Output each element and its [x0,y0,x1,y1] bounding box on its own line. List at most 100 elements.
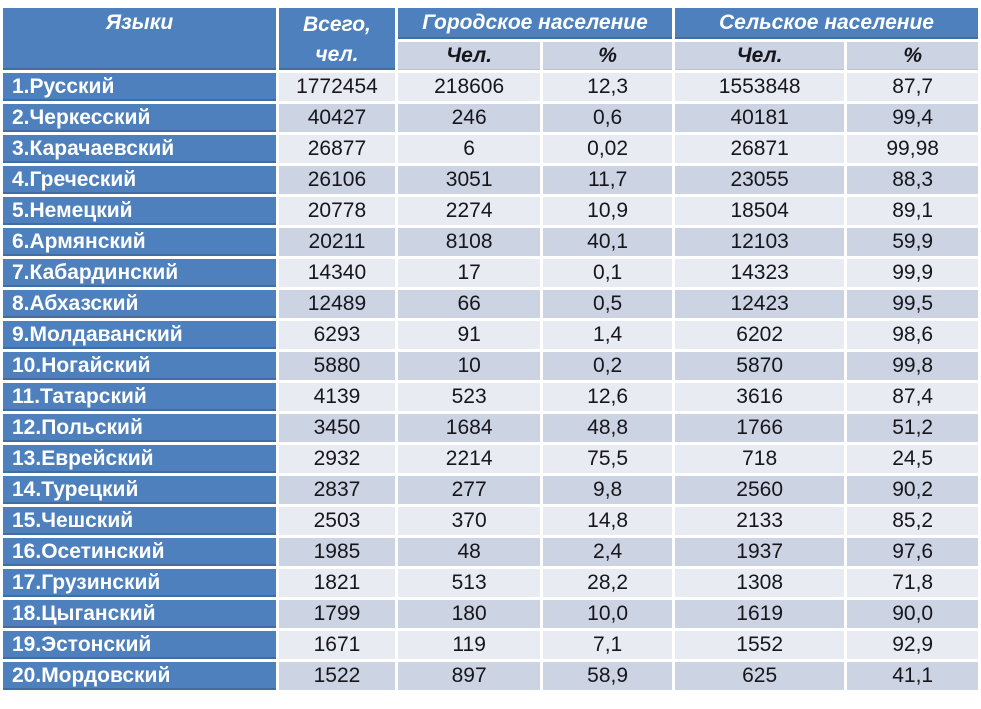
table-row: 18.Цыганский 1799 180 10,0 1619 90,0 [3,600,978,628]
rural-count-cell: 3616 [674,383,845,411]
rural-count-cell: 12103 [674,228,845,256]
urban-count-cell: 6 [398,135,541,163]
header-urban-people: Чел. [398,41,541,70]
total-cell: 1799 [278,600,396,628]
table-row: 17.Грузинский 1821 513 28,2 1308 71,8 [3,569,978,597]
urban-percent-cell: 12,6 [543,383,672,411]
header-row-sub: Чел. % Чел. % [3,41,978,70]
rural-count-cell: 14323 [674,259,845,287]
urban-percent-cell: 14,8 [543,507,672,535]
language-cell: 8.Абхазский [3,290,276,318]
urban-percent-cell: 58,9 [543,662,672,690]
table-row: 19.Эстонский 1671 119 7,1 1552 92,9 [3,631,978,659]
urban-percent-cell: 2,4 [543,538,672,566]
urban-percent-cell: 0,1 [543,259,672,287]
urban-count-cell: 370 [398,507,541,535]
rural-percent-cell: 99,5 [847,290,978,318]
urban-count-cell: 10 [398,352,541,380]
total-cell: 26106 [278,166,396,194]
rural-percent-cell: 97,6 [847,538,978,566]
table-row: 12.Польский 3450 1684 48,8 1766 51,2 [3,414,978,442]
urban-percent-cell: 9,8 [543,476,672,504]
rural-count-cell: 1766 [674,414,845,442]
total-cell: 2837 [278,476,396,504]
rural-percent-cell: 90,0 [847,600,978,628]
language-cell: 3.Карачаевский [3,135,276,163]
table-row: 1.Русский 1772454 218606 12,3 1553848 87… [3,73,978,101]
language-cell: 9.Молдаванский [3,321,276,349]
total-cell: 20211 [278,228,396,256]
rural-percent-cell: 92,9 [847,631,978,659]
urban-count-cell: 8108 [398,228,541,256]
table-row: 6.Армянский 20211 8108 40,1 12103 59,9 [3,228,978,256]
urban-percent-cell: 0,02 [543,135,672,163]
urban-count-cell: 2214 [398,445,541,473]
rural-count-cell: 6202 [674,321,845,349]
table-row: 14.Турецкий 2837 277 9,8 2560 90,2 [3,476,978,504]
rural-count-cell: 1619 [674,600,845,628]
urban-percent-cell: 48,8 [543,414,672,442]
urban-count-cell: 66 [398,290,541,318]
urban-percent-cell: 7,1 [543,631,672,659]
language-cell: 6.Армянский [3,228,276,256]
language-cell: 10.Ногайский [3,352,276,380]
language-cell: 1.Русский [3,73,276,101]
urban-count-cell: 277 [398,476,541,504]
language-cell: 5.Немецкий [3,197,276,225]
table-row: 15.Чешский 2503 370 14,8 2133 85,2 [3,507,978,535]
header-total: Всего, чел. [278,8,396,70]
urban-count-cell: 48 [398,538,541,566]
urban-percent-cell: 1,4 [543,321,672,349]
urban-count-cell: 2274 [398,197,541,225]
total-cell: 14340 [278,259,396,287]
total-cell: 2503 [278,507,396,535]
rural-count-cell: 2560 [674,476,845,504]
table-row: 5.Немецкий 20778 2274 10,9 18504 89,1 [3,197,978,225]
table-row: 10.Ногайский 5880 10 0,2 5870 99,8 [3,352,978,380]
rural-count-cell: 1553848 [674,73,845,101]
table-row: 16.Осетинский 1985 48 2,4 1937 97,6 [3,538,978,566]
urban-count-cell: 3051 [398,166,541,194]
urban-percent-cell: 28,2 [543,569,672,597]
language-cell: 12.Польский [3,414,276,442]
total-cell: 1772454 [278,73,396,101]
rural-count-cell: 2133 [674,507,845,535]
language-cell: 20.Мордовский [3,662,276,690]
rural-percent-cell: 99,4 [847,104,978,132]
header-languages: Языки [3,8,276,70]
rural-percent-cell: 88,3 [847,166,978,194]
language-cell: 13.Еврейский [3,445,276,473]
total-cell: 12489 [278,290,396,318]
urban-count-cell: 17 [398,259,541,287]
total-cell: 1671 [278,631,396,659]
rural-count-cell: 12423 [674,290,845,318]
urban-count-cell: 246 [398,104,541,132]
header-urban-population: Городское население [398,8,672,39]
table-row: 20.Мордовский 1522 897 58,9 625 41,1 [3,662,978,690]
language-cell: 2.Черкесский [3,104,276,132]
header-urban-percent: % [543,41,672,70]
urban-percent-cell: 11,7 [543,166,672,194]
urban-count-cell: 91 [398,321,541,349]
rural-percent-cell: 89,1 [847,197,978,225]
rural-percent-cell: 85,2 [847,507,978,535]
language-cell: 16.Осетинский [3,538,276,566]
total-cell: 4139 [278,383,396,411]
total-cell: 20778 [278,197,396,225]
table-header: Языки Всего, чел. Городское население Се… [3,8,978,70]
total-cell: 1985 [278,538,396,566]
table-row: 9.Молдаванский 6293 91 1,4 6202 98,6 [3,321,978,349]
urban-count-cell: 1684 [398,414,541,442]
language-cell: 14.Турецкий [3,476,276,504]
language-cell: 17.Грузинский [3,569,276,597]
total-cell: 1522 [278,662,396,690]
urban-percent-cell: 10,0 [543,600,672,628]
urban-percent-cell: 40,1 [543,228,672,256]
rural-percent-cell: 99,8 [847,352,978,380]
language-cell: 11.Татарский [3,383,276,411]
language-cell: 7.Кабардинский [3,259,276,287]
header-rural-percent: % [847,41,978,70]
urban-count-cell: 119 [398,631,541,659]
rural-count-cell: 23055 [674,166,845,194]
